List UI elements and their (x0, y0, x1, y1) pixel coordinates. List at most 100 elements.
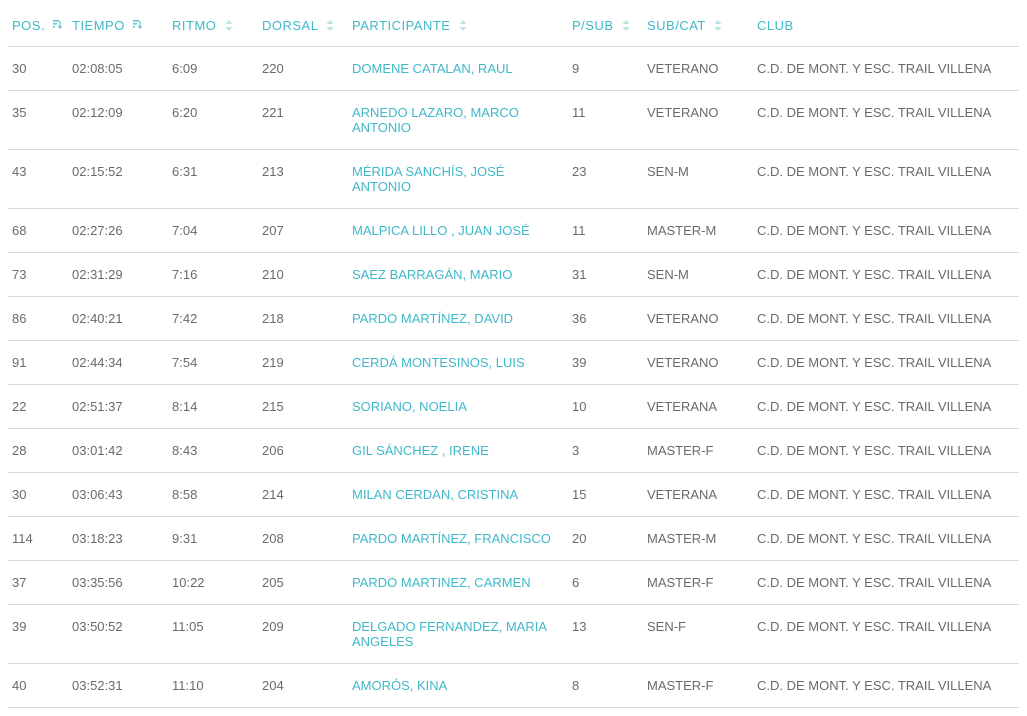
cell-dorsal: 214 (258, 472, 348, 516)
cell-part[interactable]: SORIANO, NOELIA (348, 384, 568, 428)
cell-subcat: VETERANO (643, 296, 753, 340)
table-row: 3002:08:056:09220DOMENE CATALAN, RAUL9VE… (8, 46, 1019, 90)
cell-subcat: MASTER-M (643, 208, 753, 252)
header-row: POS. TIEMPO RITMO DORSAL (8, 8, 1019, 46)
sort-both-icon (326, 20, 334, 34)
col-header-psub[interactable]: P/SUB (568, 8, 643, 46)
cell-pos: 86 (8, 296, 68, 340)
cell-dorsal: 208 (258, 516, 348, 560)
cell-subcat: VETERANA (643, 384, 753, 428)
cell-dorsal: 206 (258, 428, 348, 472)
cell-part[interactable]: DELGADO FERNANDEZ, MARIA ANGELES (348, 604, 568, 663)
cell-psub: 20 (568, 516, 643, 560)
cell-part[interactable]: ARNEDO LAZARO, MARCO ANTONIO (348, 90, 568, 149)
cell-subcat: MASTER-F (643, 663, 753, 707)
cell-part[interactable]: PARDO MARTÍNEZ, FRANCISCO (348, 516, 568, 560)
table-row: 2803:01:428:43206GIL SÁNCHEZ , IRENE3MAS… (8, 428, 1019, 472)
col-header-ritmo[interactable]: RITMO (168, 8, 258, 46)
col-header-label: DORSAL (262, 18, 318, 33)
cell-pos: 114 (8, 516, 68, 560)
cell-dorsal: 210 (258, 252, 348, 296)
cell-part[interactable]: MÉRIDA SANCHÍS, JOSÉ ANTONIO (348, 149, 568, 208)
cell-pos: 43 (8, 149, 68, 208)
cell-part[interactable]: CERDÁ MONTESINOS, LUIS (348, 340, 568, 384)
cell-part[interactable]: MILAN CERDAN, CRISTINA (348, 472, 568, 516)
cell-psub: 13 (568, 604, 643, 663)
cell-psub: 31 (568, 252, 643, 296)
cell-subcat: VETERANO (643, 90, 753, 149)
cell-ritmo: 7:42 (168, 296, 258, 340)
sort-both-icon (714, 20, 722, 34)
col-header-label: RITMO (172, 18, 216, 33)
table-row: 6802:27:267:04207MALPICA LILLO , JUAN JO… (8, 208, 1019, 252)
col-header-pos[interactable]: POS. (8, 8, 68, 46)
cell-part[interactable]: DOMENE CATALAN, RAUL (348, 46, 568, 90)
cell-club: C.D. DE MONT. Y ESC. TRAIL VILLENA (753, 516, 1019, 560)
table-row: 4302:15:526:31213MÉRIDA SANCHÍS, JOSÉ AN… (8, 149, 1019, 208)
cell-psub: 6 (568, 560, 643, 604)
cell-club: C.D. DE MONT. Y ESC. TRAIL VILLENA (753, 90, 1019, 149)
cell-tiempo: 03:01:42 (68, 428, 168, 472)
cell-dorsal: 221 (258, 90, 348, 149)
table-row: 9102:44:347:54219CERDÁ MONTESINOS, LUIS3… (8, 340, 1019, 384)
cell-subcat: MASTER-F (643, 560, 753, 604)
cell-ritmo: 7:04 (168, 208, 258, 252)
cell-tiempo: 02:27:26 (68, 208, 168, 252)
cell-tiempo: 02:44:34 (68, 340, 168, 384)
cell-ritmo: 9:31 (168, 516, 258, 560)
cell-pos: 30 (8, 472, 68, 516)
cell-tiempo: 02:31:29 (68, 252, 168, 296)
cell-dorsal: 207 (258, 208, 348, 252)
cell-ritmo: 6:20 (168, 90, 258, 149)
cell-club: C.D. DE MONT. Y ESC. TRAIL VILLENA (753, 428, 1019, 472)
sort-both-icon (459, 20, 467, 34)
col-header-label: TIEMPO (72, 18, 125, 33)
cell-dorsal: 220 (258, 46, 348, 90)
cell-part[interactable]: PARDO MARTINEZ, CARMEN (348, 560, 568, 604)
cell-club: C.D. DE MONT. Y ESC. TRAIL VILLENA (753, 46, 1019, 90)
cell-part[interactable]: PARDO MARTÍNEZ, DAVID (348, 296, 568, 340)
col-header-subcat[interactable]: SUB/CAT (643, 8, 753, 46)
col-header-label: PARTICIPANTE (352, 18, 450, 33)
cell-club: C.D. DE MONT. Y ESC. TRAIL VILLENA (753, 560, 1019, 604)
cell-ritmo: 8:14 (168, 384, 258, 428)
col-header-label: P/SUB (572, 18, 614, 33)
cell-psub: 23 (568, 149, 643, 208)
cell-tiempo: 03:50:52 (68, 604, 168, 663)
col-header-tiempo[interactable]: TIEMPO (68, 8, 168, 46)
cell-subcat: SEN-F (643, 604, 753, 663)
cell-psub: 39 (568, 340, 643, 384)
results-tbody: 3002:08:056:09220DOMENE CATALAN, RAUL9VE… (8, 46, 1019, 707)
cell-subcat: SEN-M (643, 149, 753, 208)
cell-dorsal: 215 (258, 384, 348, 428)
cell-tiempo: 03:06:43 (68, 472, 168, 516)
cell-ritmo: 11:10 (168, 663, 258, 707)
cell-part[interactable]: MALPICA LILLO , JUAN JOSÉ (348, 208, 568, 252)
table-row: 3502:12:096:20221ARNEDO LAZARO, MARCO AN… (8, 90, 1019, 149)
cell-tiempo: 02:51:37 (68, 384, 168, 428)
cell-tiempo: 03:35:56 (68, 560, 168, 604)
cell-psub: 36 (568, 296, 643, 340)
cell-pos: 39 (8, 604, 68, 663)
cell-part[interactable]: SAEZ BARRAGÁN, MARIO (348, 252, 568, 296)
col-header-participante[interactable]: PARTICIPANTE (348, 8, 568, 46)
cell-dorsal: 213 (258, 149, 348, 208)
cell-tiempo: 02:12:09 (68, 90, 168, 149)
col-header-dorsal[interactable]: DORSAL (258, 8, 348, 46)
cell-part[interactable]: AMORÓS, KINA (348, 663, 568, 707)
sort-both-icon (225, 20, 233, 34)
cell-subcat: SEN-M (643, 252, 753, 296)
cell-tiempo: 02:08:05 (68, 46, 168, 90)
cell-pos: 22 (8, 384, 68, 428)
cell-club: C.D. DE MONT. Y ESC. TRAIL VILLENA (753, 296, 1019, 340)
sort-both-icon (622, 20, 630, 34)
cell-pos: 30 (8, 46, 68, 90)
table-row: 3903:50:5211:05209DELGADO FERNANDEZ, MAR… (8, 604, 1019, 663)
cell-ritmo: 11:05 (168, 604, 258, 663)
cell-part[interactable]: GIL SÁNCHEZ , IRENE (348, 428, 568, 472)
table-row: 7302:31:297:16210SAEZ BARRAGÁN, MARIO31S… (8, 252, 1019, 296)
table-row: 3003:06:438:58214MILAN CERDAN, CRISTINA1… (8, 472, 1019, 516)
cell-club: C.D. DE MONT. Y ESC. TRAIL VILLENA (753, 472, 1019, 516)
cell-psub: 9 (568, 46, 643, 90)
col-header-label: SUB/CAT (647, 18, 706, 33)
